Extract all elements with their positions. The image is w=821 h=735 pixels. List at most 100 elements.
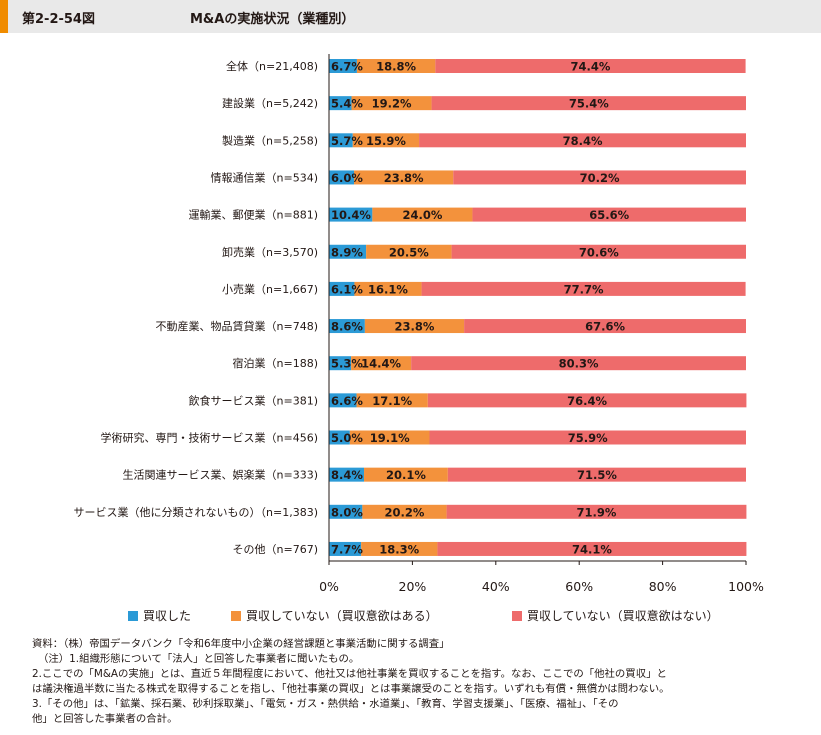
legend-label-not-acquired-no-intent: 買収していない（買収意欲はない） <box>527 609 719 623</box>
data-label: 6.6% <box>331 394 363 408</box>
bar-segment <box>329 207 373 222</box>
bar-segment <box>329 96 352 111</box>
bar-segment <box>329 504 363 519</box>
bar-segment <box>366 244 452 259</box>
bar-segment <box>421 281 746 296</box>
data-label: 5.7% <box>331 134 363 148</box>
legend-item-not-acquired-with-intent: 買収していない（買収意欲はある） <box>231 607 438 624</box>
bar-segment <box>419 133 746 148</box>
bar-segment <box>431 96 746 111</box>
category-label: 不動産業、物品賃貸業（n=748) <box>156 319 318 333</box>
bar-segment <box>329 170 355 185</box>
data-label: 71.5% <box>577 468 617 482</box>
category-label: 学術研究、専門・技術サービス業（n=456) <box>101 431 318 445</box>
category-label: 飲食サービス業（n=381) <box>189 393 318 407</box>
bar-segment <box>411 356 746 371</box>
data-label: 20.2% <box>385 505 425 519</box>
figure-title: M&Aの実施状況（業種別） <box>190 12 355 27</box>
data-label: 19.1% <box>370 431 410 445</box>
bar-segment <box>329 133 353 148</box>
data-label: 23.8% <box>384 171 424 185</box>
note-3-line-1: 3.「その他」は、「鉱業、採石業、砂利採取業」、「電気・ガス・熱供給・水道業」、… <box>32 698 619 710</box>
data-label: 10.4% <box>331 208 371 222</box>
bar-segment <box>372 207 473 222</box>
data-label: 14.4% <box>361 357 401 371</box>
x-tick-label: 100% <box>728 579 764 594</box>
note-1: （注）1.組織形態について「法人」と回答した事業者に聞いたもの。 <box>38 653 360 665</box>
bar-segment <box>429 430 746 445</box>
data-label: 67.6% <box>585 320 625 334</box>
data-label: 24.0% <box>402 208 442 222</box>
data-label: 74.1% <box>572 542 612 556</box>
note-source: 資料：（株）帝国データバンク「令和6年度中小企業の経営課題と事業活動に関する調査… <box>32 638 450 650</box>
data-label: 16.1% <box>368 282 408 296</box>
bar-segment <box>356 59 436 73</box>
bar-segment <box>427 393 747 408</box>
bar-segment <box>354 281 422 296</box>
bar-segment <box>329 356 352 371</box>
data-label: 80.3% <box>559 357 599 371</box>
data-label: 8.0% <box>331 505 363 519</box>
bar-segment <box>364 319 465 334</box>
header-accent-bar <box>0 0 8 33</box>
bar-segment <box>329 430 350 445</box>
category-label: 卸売業（n=3,570) <box>222 245 318 259</box>
note-2-line-1: 2.ここでの「M&Aの実施」とは、直近５年間程度において、他社又は他社事業を買収… <box>32 668 667 680</box>
bar-segment <box>446 504 747 519</box>
data-label: 74.4% <box>571 60 611 74</box>
data-label: 5.0% <box>331 431 363 445</box>
category-label: 運輸業、郵便業（n=881) <box>189 208 318 222</box>
legend-swatch-not-acquired-with-intent <box>231 610 241 621</box>
data-label: 19.2% <box>372 97 412 111</box>
bar-segment <box>329 319 365 334</box>
category-label: 建設業（n=5,242) <box>222 96 318 110</box>
bar-segment <box>362 504 447 519</box>
bar-segment <box>329 281 355 296</box>
chart-legend: 買収した 買収していない（買収意欲はある） 買収していない（買収意欲はない） <box>0 607 821 627</box>
data-label: 75.4% <box>569 97 609 111</box>
data-label: 77.7% <box>564 282 604 296</box>
category-label: 全体（n=21,408) <box>226 59 318 73</box>
x-tick-label: 20% <box>399 579 427 594</box>
bar-segment <box>329 244 367 259</box>
bar-segment <box>453 170 746 185</box>
legend-swatch-not-acquired-no-intent <box>512 610 522 621</box>
bar-segment <box>356 393 428 408</box>
x-tick-label: 40% <box>482 579 510 594</box>
bar-segment <box>464 319 746 334</box>
data-label: 76.4% <box>567 394 607 408</box>
data-label: 18.8% <box>376 60 416 74</box>
data-label: 70.6% <box>579 245 619 259</box>
data-label: 20.1% <box>386 468 426 482</box>
legend-item-acquired: 買収した <box>128 607 191 624</box>
category-label: 生活関連サービス業、娯楽業（n=333) <box>123 468 318 482</box>
data-label: 6.0% <box>331 171 363 185</box>
data-label: 71.9% <box>577 505 617 519</box>
chart-notes: 資料：（株）帝国データバンク「令和6年度中小企業の経営課題と事業活動に関する調査… <box>32 637 802 727</box>
bar-segment <box>364 467 448 482</box>
data-label: 5.3% <box>331 357 363 371</box>
category-label: 宿泊業（n=188) <box>233 356 318 370</box>
category-label: 製造業（n=5,258) <box>222 133 318 147</box>
bar-segment <box>351 96 432 111</box>
data-label: 15.9% <box>366 134 406 148</box>
legend-label-acquired: 買収した <box>143 609 192 623</box>
bar-segment <box>472 207 746 222</box>
bar-segment <box>435 59 746 73</box>
data-label: 18.3% <box>379 542 419 556</box>
bar-segment <box>329 467 365 482</box>
bar-segment <box>329 541 362 556</box>
x-tick-label: 60% <box>565 579 593 594</box>
data-label: 7.7% <box>331 542 363 556</box>
data-label: 8.4% <box>331 468 363 482</box>
note-2-line-2: は議決権過半数に当たる株式を取得することを指し、「他社事業の買収」とは事業譲受の… <box>32 683 670 695</box>
category-label: その他（n=767) <box>233 543 318 556</box>
bar-segment <box>447 467 746 482</box>
data-label: 17.1% <box>372 394 412 408</box>
note-3-line-2: 他」と回答した事業者の合計。 <box>32 713 178 725</box>
legend-swatch-acquired <box>128 610 138 621</box>
bar-segment <box>329 59 357 73</box>
x-tick-label: 80% <box>649 579 677 594</box>
data-label: 70.2% <box>580 171 620 185</box>
category-label: サービス業（他に分類されないもの）（n=1,383) <box>74 506 318 519</box>
